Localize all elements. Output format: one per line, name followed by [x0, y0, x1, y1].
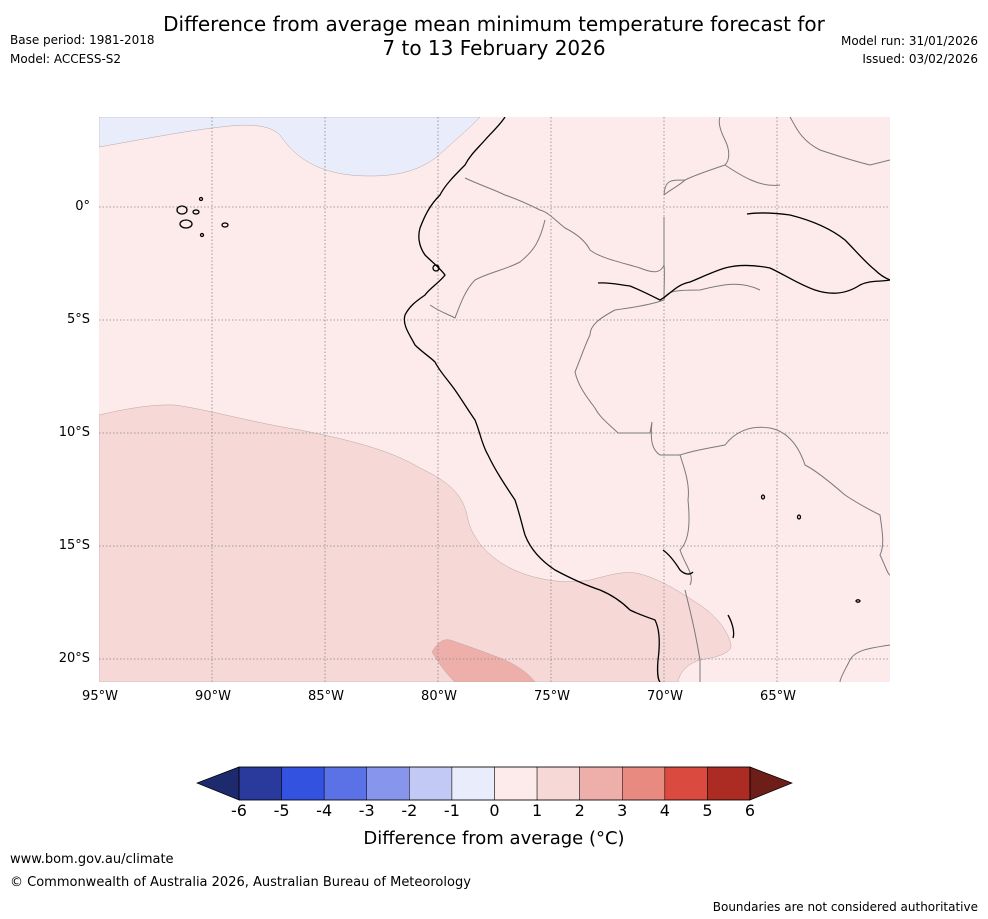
colorbar-cell [281, 766, 325, 801]
lon-label-85w: 85°W [308, 689, 344, 704]
lon-label-95w: 95°W [82, 689, 118, 704]
colorbar-tick-label: 1 [531, 801, 543, 820]
map-title-line1: Difference from average mean minimum tem… [163, 12, 825, 36]
lon-label-90w: 90°W [195, 689, 231, 704]
colorbar-tick-label: -6 [231, 801, 247, 820]
lat-label-5s: 5°S [66, 312, 90, 327]
colorbar-cell [323, 766, 367, 801]
colorbar-tick-label: -3 [358, 801, 375, 820]
colorbar-tick-label: 4 [659, 801, 670, 820]
base-period-label: Base period: 1981-2018 [10, 33, 155, 47]
lon-label-65w: 65°W [760, 689, 796, 704]
colorbar-tick-label: 3 [617, 801, 628, 820]
colorbar-tick-label: -5 [273, 801, 290, 820]
colorbar-cell [579, 766, 623, 801]
lat-label-20s: 20°S [58, 651, 90, 666]
colorbar-cell [536, 766, 580, 801]
colorbar-cell [238, 766, 282, 801]
lon-label-70w: 70°W [647, 689, 683, 704]
model-label: Model: ACCESS-S2 [10, 52, 122, 66]
colorbar-cell [707, 766, 751, 801]
colorbar-high-arrow [749, 766, 793, 801]
map-title: Difference from average mean minimum tem… [0, 12, 988, 60]
colorbar-cell [664, 766, 708, 801]
website-link[interactable]: www.bom.gov.au/climate [10, 852, 174, 867]
coastlines [176, 117, 890, 682]
disclaimer-text: Boundaries are not considered authoritat… [712, 900, 978, 914]
colorbar-cell [451, 766, 495, 801]
colorbar-tick-label: 2 [574, 801, 585, 820]
colorbar-tick-label: -4 [316, 801, 333, 820]
model-run-label: Model run: 31/01/2026 [840, 34, 978, 48]
colorbar-label: Difference from average (°C) [363, 828, 625, 849]
lat-label-0: 0° [75, 199, 90, 214]
colorbar-cell [409, 766, 453, 801]
colorbar-tick-label: 5 [702, 801, 713, 820]
map-title-line2: 7 to 13 February 2026 [382, 36, 606, 60]
colorbar-low-arrow [196, 766, 240, 801]
warm-anomaly-core [431, 639, 536, 682]
colorbar-tick-label: 6 [744, 801, 756, 820]
issued-label: Issued: 03/02/2026 [862, 52, 978, 66]
lat-label-15s: 15°S [58, 538, 90, 553]
colorbar [196, 766, 793, 801]
colorbar-cell [622, 766, 666, 801]
graticule [99, 117, 890, 682]
colorbar-cell [366, 766, 410, 801]
lon-label-75w: 75°W [534, 689, 570, 704]
colorbar-tick-label: 0 [489, 801, 500, 820]
colorbar-tick-label: -1 [443, 801, 460, 820]
copyright-text: © Commonwealth of Australia 2026, Austra… [10, 875, 471, 890]
colorbar-cell [494, 766, 538, 801]
lat-label-10s: 10°S [58, 425, 90, 440]
lon-label-80w: 80°W [421, 689, 457, 704]
warm-anomaly-area [99, 404, 732, 682]
colorbar-tick-label: -2 [401, 801, 418, 820]
